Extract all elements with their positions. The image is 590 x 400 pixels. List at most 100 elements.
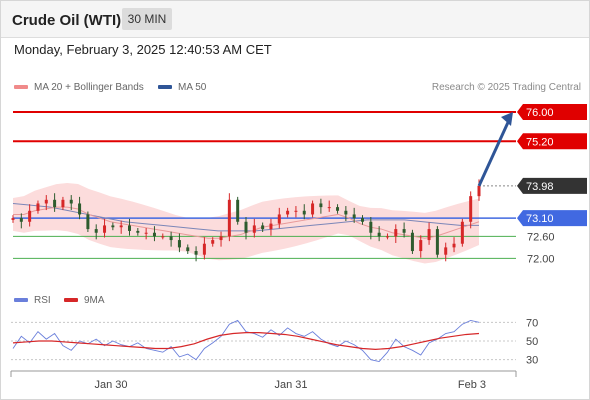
level-tag-2: 73.98 [517,177,587,194]
candle-body [177,240,181,248]
candle-body [94,229,98,233]
candle-body [361,218,364,222]
candle-body [435,229,439,255]
candle-body [186,247,190,252]
candle-body [410,232,414,252]
instrument-title: Crude Oil (WTI) [12,12,122,29]
rsi-9ma-line [12,332,480,351]
candle-body [286,210,290,215]
legend-label: 9MA [84,295,105,306]
candle-body [202,243,206,255]
level-tag-bg [517,103,587,120]
candle-body [219,236,223,241]
rsi-line [12,319,480,363]
candle-body [103,225,107,233]
chart-header: Crude Oil (WTI) 30 MIN [1,1,589,38]
candle-body [277,214,281,224]
candle-body [227,199,231,237]
candle-body [211,240,215,244]
legend-9ma: 9MA [64,295,105,306]
candle-body [19,218,23,222]
candle-body [352,214,356,219]
legend-label: RSI [34,295,51,306]
legend-swatch [14,85,28,90]
rsi-tick-label: 30 [526,355,538,367]
candle-body [336,207,340,211]
level-label-1: 75.20 [526,136,554,148]
level-label-4: 72.60 [527,231,555,243]
candle-body [261,225,265,230]
candle-body [169,236,173,241]
candle-body [427,229,431,241]
candle-body [128,225,131,231]
candle-body [327,207,331,209]
candle-body [236,199,240,222]
level-label-3: 73.10 [526,213,554,225]
candle-body [244,221,248,233]
candle-body [444,247,448,255]
x-tick-label: Jan 31 [274,379,307,391]
candle-body [36,203,40,211]
projection-arrow [477,117,512,187]
candle-body [86,214,90,230]
level-label-5: 72.00 [527,253,555,265]
candle-body [69,199,73,204]
candle-body [311,203,315,215]
candle-body [394,229,398,237]
level-tag-bg [517,133,587,150]
candle-body [344,210,348,215]
level-label-2: 73.98 [526,181,554,193]
candle-body [452,243,456,248]
legend-swatch [14,298,28,303]
candle-body [302,210,306,215]
candle-body [194,251,198,255]
candle-body [119,225,123,228]
candle-body [53,199,57,208]
legend-ma50: MA 50 [158,82,206,93]
rsi-tick-label: 70 [526,317,538,329]
candle-body [419,240,423,252]
level-tag-1: 75.20 [517,133,587,150]
legend-rsi: RSI [14,295,51,306]
candle-body [319,203,323,208]
candle-body [460,221,464,244]
legend-swatch [158,85,172,90]
legend-label: MA 50 [178,82,207,93]
level-tag-3: 73.10 [517,210,587,227]
candle-body [152,232,156,237]
legend-label: MA 20 + Bollinger Bands [34,82,144,93]
candle-body [369,221,373,233]
rsi-tick-label: 50 [526,336,538,348]
candle-body [61,199,65,208]
level-tag-bg [517,177,587,194]
candle-body [11,218,15,220]
candle-body [269,223,273,230]
timeframe-button[interactable]: 30 MIN [122,8,172,30]
x-tick-label: Jan 30 [94,379,127,391]
candle-body [252,225,256,233]
credit-text: Research © 2025 Trading Central [431,82,581,93]
candle-body [44,199,48,204]
x-tick-label: Feb 3 [458,379,486,391]
candle-body [161,236,165,238]
candle-body [402,229,406,233]
candle-body [144,232,148,234]
projection-arrowhead [501,111,513,126]
level-tag-bg [517,210,587,227]
candle-body [377,232,381,237]
timestamp: Monday, February 3, 2025 12:40:53 AM CET [14,42,272,57]
legend-swatch [64,298,78,303]
candle-body [111,225,115,228]
legend-bollinger: MA 20 + Bollinger Bands [14,82,144,93]
level-label-0: 76.00 [526,107,554,119]
candle-body [294,210,298,212]
candle-body [136,230,140,233]
candle-body [78,203,82,215]
candle-body [28,210,32,222]
candle-body [477,185,481,197]
candle-body [385,236,389,238]
candle-body [469,196,473,222]
level-tag-0: 76.00 [517,103,587,120]
